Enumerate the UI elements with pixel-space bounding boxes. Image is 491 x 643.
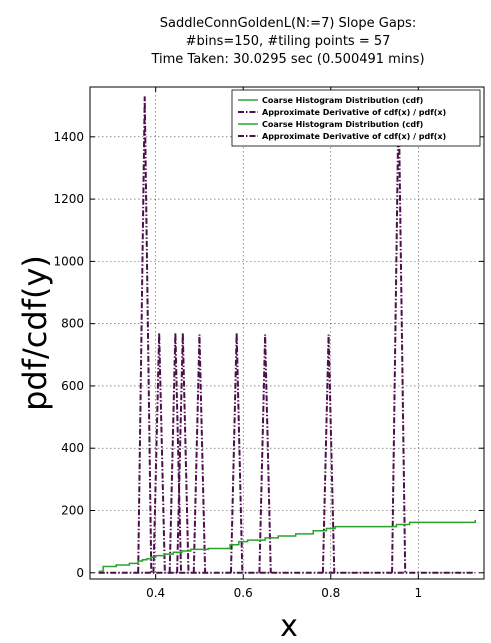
pdf-spike bbox=[152, 332, 166, 573]
plot-area-frame bbox=[89, 86, 485, 580]
axis-ticks: 0.4 0.6 0.8 1 0 200 400 600 800 1000 1200 1400 bbox=[53, 87, 484, 600]
title-line-1: SaddleConnGoldenL(N:=7) Slope Gaps: bbox=[160, 16, 416, 31]
y-tick-label: 1400 bbox=[53, 130, 84, 144]
y-tick-label: 1200 bbox=[53, 192, 84, 206]
legend-box bbox=[231, 89, 481, 147]
pdf-spike bbox=[137, 96, 153, 573]
y-tick-label: 0 bbox=[76, 566, 84, 580]
y-axis-label: pdf/cdf(y) bbox=[16, 255, 54, 411]
chart-title: SaddleConnGoldenL(N:=7) Slope Gaps: #bin… bbox=[150, 16, 424, 67]
pdf-spike bbox=[192, 334, 207, 573]
legend-entry: Coarse Histogram Distribution (cdf) bbox=[238, 96, 423, 105]
x-tick-label: 0.8 bbox=[321, 586, 340, 600]
legend: Coarse Histogram Distribution (cdf) Appr… bbox=[231, 89, 481, 147]
legend-entry: Coarse Histogram Distribution (cdf) bbox=[238, 120, 423, 129]
y-tick-label: 200 bbox=[61, 503, 84, 517]
legend-entry: Approximate Derivative of cdf(x) / pdf(x… bbox=[238, 108, 446, 117]
cdf-step-line bbox=[98, 519, 476, 572]
pdf-spike bbox=[258, 334, 272, 573]
pdf-spike bbox=[321, 334, 336, 573]
title-line-2: #bins=150, #tiling points = 57 bbox=[186, 34, 391, 49]
y-tick-label: 1000 bbox=[53, 254, 84, 268]
legend-label: Coarse Histogram Distribution (cdf) bbox=[262, 120, 423, 129]
legend-label: Coarse Histogram Distribution (cdf) bbox=[262, 96, 423, 105]
legend-label: Approximate Derivative of cdf(x) / pdf(x… bbox=[262, 108, 446, 117]
title-line-3: Time Taken: 30.0295 sec (0.500491 mins) bbox=[150, 52, 424, 67]
y-tick-label: 600 bbox=[61, 379, 84, 393]
pdf-spike bbox=[176, 332, 190, 573]
pdf-spike bbox=[229, 332, 244, 573]
y-tick-label: 800 bbox=[61, 317, 84, 331]
legend-label: Approximate Derivative of cdf(x) / pdf(x… bbox=[262, 132, 446, 141]
x-tick-label: 0.6 bbox=[234, 586, 253, 600]
grid bbox=[90, 87, 484, 579]
pdf-spike bbox=[168, 332, 183, 573]
y-tick-label: 400 bbox=[61, 441, 84, 455]
x-tick-label: 1 bbox=[415, 586, 423, 600]
pdf-spike bbox=[391, 96, 407, 573]
x-tick-label: 0.4 bbox=[146, 586, 165, 600]
plot-series bbox=[98, 96, 476, 574]
x-axis-label: x bbox=[280, 609, 298, 643]
legend-entry: Approximate Derivative of cdf(x) / pdf(x… bbox=[238, 132, 446, 141]
